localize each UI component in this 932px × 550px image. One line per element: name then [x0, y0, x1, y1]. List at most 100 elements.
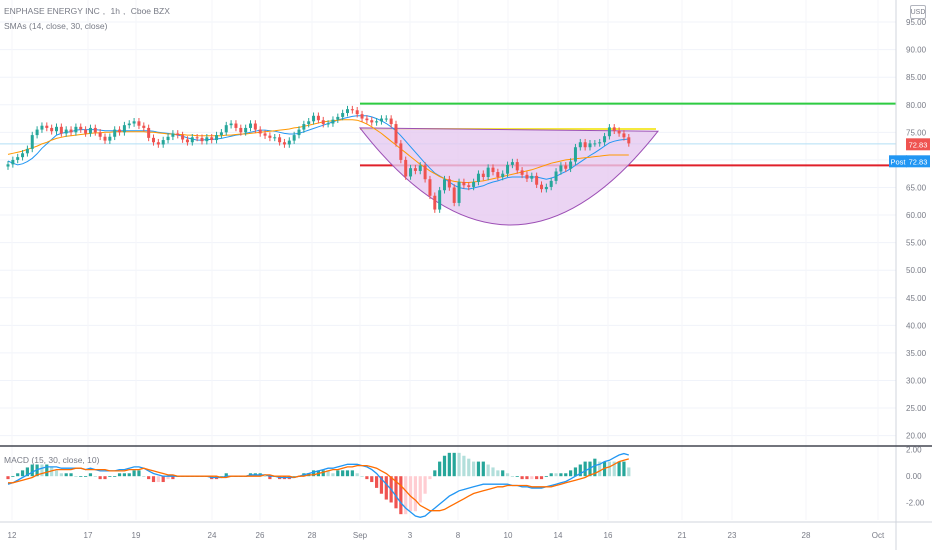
candle-body[interactable]: [215, 135, 219, 141]
candle-body[interactable]: [535, 175, 539, 185]
candle-body[interactable]: [370, 120, 374, 123]
candle-body[interactable]: [593, 143, 597, 145]
candle-body[interactable]: [413, 168, 417, 171]
candle-body[interactable]: [336, 116, 340, 120]
candle-body[interactable]: [384, 118, 388, 120]
candle-body[interactable]: [152, 137, 155, 143]
macd-line[interactable]: [7, 452, 629, 518]
candle-body[interactable]: [496, 172, 500, 178]
cup-shape[interactable]: [358, 127, 660, 226]
candle-body[interactable]: [103, 136, 107, 141]
candle-body[interactable]: [118, 129, 122, 133]
candle-body[interactable]: [360, 114, 364, 119]
candle-body[interactable]: [530, 175, 534, 179]
candle-body[interactable]: [171, 133, 175, 137]
candle-body[interactable]: [79, 126, 83, 130]
candle-body[interactable]: [302, 124, 306, 130]
candle-body[interactable]: [59, 126, 63, 134]
candle-body[interactable]: [598, 142, 602, 144]
candle-body[interactable]: [564, 165, 568, 169]
candle-body[interactable]: [200, 137, 204, 142]
candle-body[interactable]: [205, 137, 209, 142]
candle-body[interactable]: [321, 120, 325, 125]
candle-body[interactable]: [195, 137, 199, 139]
candle-body[interactable]: [273, 137, 277, 139]
candle-body[interactable]: [379, 118, 383, 122]
candle-body[interactable]: [55, 126, 58, 132]
candle-body[interactable]: [578, 142, 582, 148]
candle-body[interactable]: [45, 125, 49, 128]
candle-body[interactable]: [185, 139, 189, 143]
candle-body[interactable]: [190, 137, 194, 143]
candle-body[interactable]: [549, 180, 553, 187]
candle-body[interactable]: [50, 127, 54, 132]
candle-body[interactable]: [84, 129, 88, 134]
candle-body[interactable]: [418, 165, 422, 171]
candle-body[interactable]: [219, 132, 223, 136]
candle-body[interactable]: [64, 129, 68, 134]
candle-body[interactable]: [540, 184, 543, 190]
candle-body[interactable]: [181, 135, 185, 140]
candle-body[interactable]: [501, 173, 505, 178]
candle-body[interactable]: [520, 170, 524, 175]
candle-body[interactable]: [88, 127, 92, 134]
candle-body[interactable]: [350, 109, 354, 111]
price-scale[interactable]: 95.0090.0085.0080.0075.0070.0065.0060.00…: [906, 18, 927, 441]
candle-body[interactable]: [627, 137, 631, 144]
candle-body[interactable]: [569, 161, 573, 169]
candle-body[interactable]: [515, 162, 519, 171]
macd-legend[interactable]: MACD (15, 30, close, 10): [4, 455, 100, 465]
candle-body[interactable]: [452, 187, 456, 203]
candle-body[interactable]: [253, 123, 257, 130]
candle-body[interactable]: [365, 118, 369, 121]
candle-body[interactable]: [447, 179, 451, 188]
candle-body[interactable]: [234, 123, 238, 128]
candle-body[interactable]: [506, 164, 510, 174]
candle-body[interactable]: [278, 137, 282, 143]
macd-scale[interactable]: 2.00 0.00 -2.00: [906, 446, 925, 508]
candle-body[interactable]: [224, 125, 228, 133]
candle-body[interactable]: [583, 142, 587, 148]
candle-body[interactable]: [21, 153, 25, 158]
candle-body[interactable]: [16, 157, 20, 160]
candle-body[interactable]: [617, 130, 621, 134]
candle-body[interactable]: [142, 125, 146, 128]
candle-body[interactable]: [404, 159, 408, 177]
candle-body[interactable]: [607, 127, 611, 137]
candle-body[interactable]: [137, 121, 141, 126]
candle-body[interactable]: [292, 135, 296, 141]
candle-body[interactable]: [307, 121, 311, 125]
candle-body[interactable]: [394, 124, 398, 144]
candle-body[interactable]: [525, 174, 529, 179]
candle-body[interactable]: [287, 140, 291, 145]
candle-body[interactable]: [316, 115, 320, 121]
candle-body[interactable]: [438, 190, 442, 210]
candle-body[interactable]: [113, 129, 117, 137]
candle-body[interactable]: [156, 142, 160, 145]
candle-body[interactable]: [510, 162, 514, 165]
interval[interactable]: 1h: [110, 6, 120, 16]
candle-body[interactable]: [331, 119, 335, 124]
candle-body[interactable]: [210, 137, 214, 141]
candle-body[interactable]: [622, 133, 626, 138]
candle-body[interactable]: [573, 147, 577, 162]
candle-body[interactable]: [93, 127, 97, 133]
candle-body[interactable]: [603, 136, 607, 143]
candle-body[interactable]: [282, 142, 286, 145]
sma-legend[interactable]: SMAs (14, close, 30, close): [4, 21, 108, 31]
cup-pattern[interactable]: [358, 127, 660, 226]
candle-body[interactable]: [263, 133, 267, 136]
time-scale[interactable]: 12 17 19 24 26 28 Sep 3 8 10 14 16 21 23 28 Oct: [8, 531, 885, 540]
candle-body[interactable]: [326, 123, 330, 125]
candle-body[interactable]: [472, 181, 476, 187]
candle-body[interactable]: [6, 164, 10, 167]
candle-body[interactable]: [375, 121, 379, 123]
candle-body[interactable]: [355, 110, 359, 115]
candle-body[interactable]: [297, 129, 301, 136]
candle-body[interactable]: [229, 123, 233, 126]
candle-body[interactable]: [30, 135, 34, 149]
candle-body[interactable]: [346, 109, 349, 114]
candle-body[interactable]: [25, 148, 29, 154]
candle-body[interactable]: [433, 195, 437, 210]
